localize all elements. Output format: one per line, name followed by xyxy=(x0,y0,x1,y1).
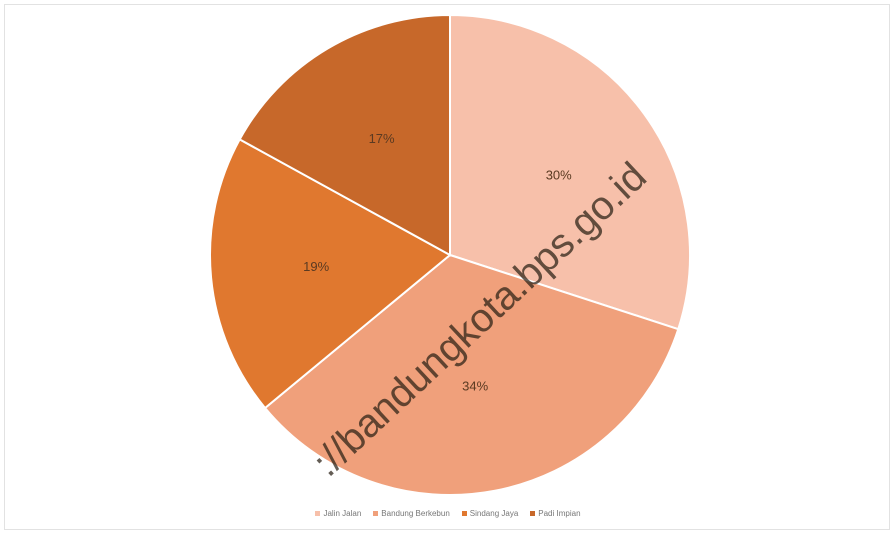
legend-swatch-3 xyxy=(461,511,467,516)
pie-slice-2 xyxy=(263,253,680,496)
legend-item-2: Bandung Berkebun xyxy=(373,509,450,518)
legend-swatch-4 xyxy=(530,511,536,516)
legend-swatch-1 xyxy=(315,511,321,516)
legend-item-4: Padi Impian xyxy=(530,509,581,518)
slice-label-2: 34% xyxy=(462,378,488,393)
legend-label-1: Jalin Jalan xyxy=(323,509,362,518)
slice-label-3: 19% xyxy=(303,259,329,274)
pie-slice-1 xyxy=(449,13,692,331)
legend-label-4: Padi Impian xyxy=(538,509,581,518)
legend-swatch-2 xyxy=(373,511,379,516)
legend-item-1: Jalin Jalan xyxy=(315,509,361,518)
pie-slice-3 xyxy=(209,138,452,410)
slice-label-4: 17% xyxy=(369,131,395,146)
legend-label-2: Bandung Berkebun xyxy=(381,509,450,518)
legend: Jalin Jalan Bandung Berkebun Sindang Jaya P… xyxy=(0,509,896,518)
pie-slice-4 xyxy=(238,13,451,257)
legend-label-3: Sindang Jaya xyxy=(469,509,519,518)
legend-item-3: Sindang Jaya xyxy=(461,509,519,518)
slice-label-1: 30% xyxy=(546,167,572,182)
